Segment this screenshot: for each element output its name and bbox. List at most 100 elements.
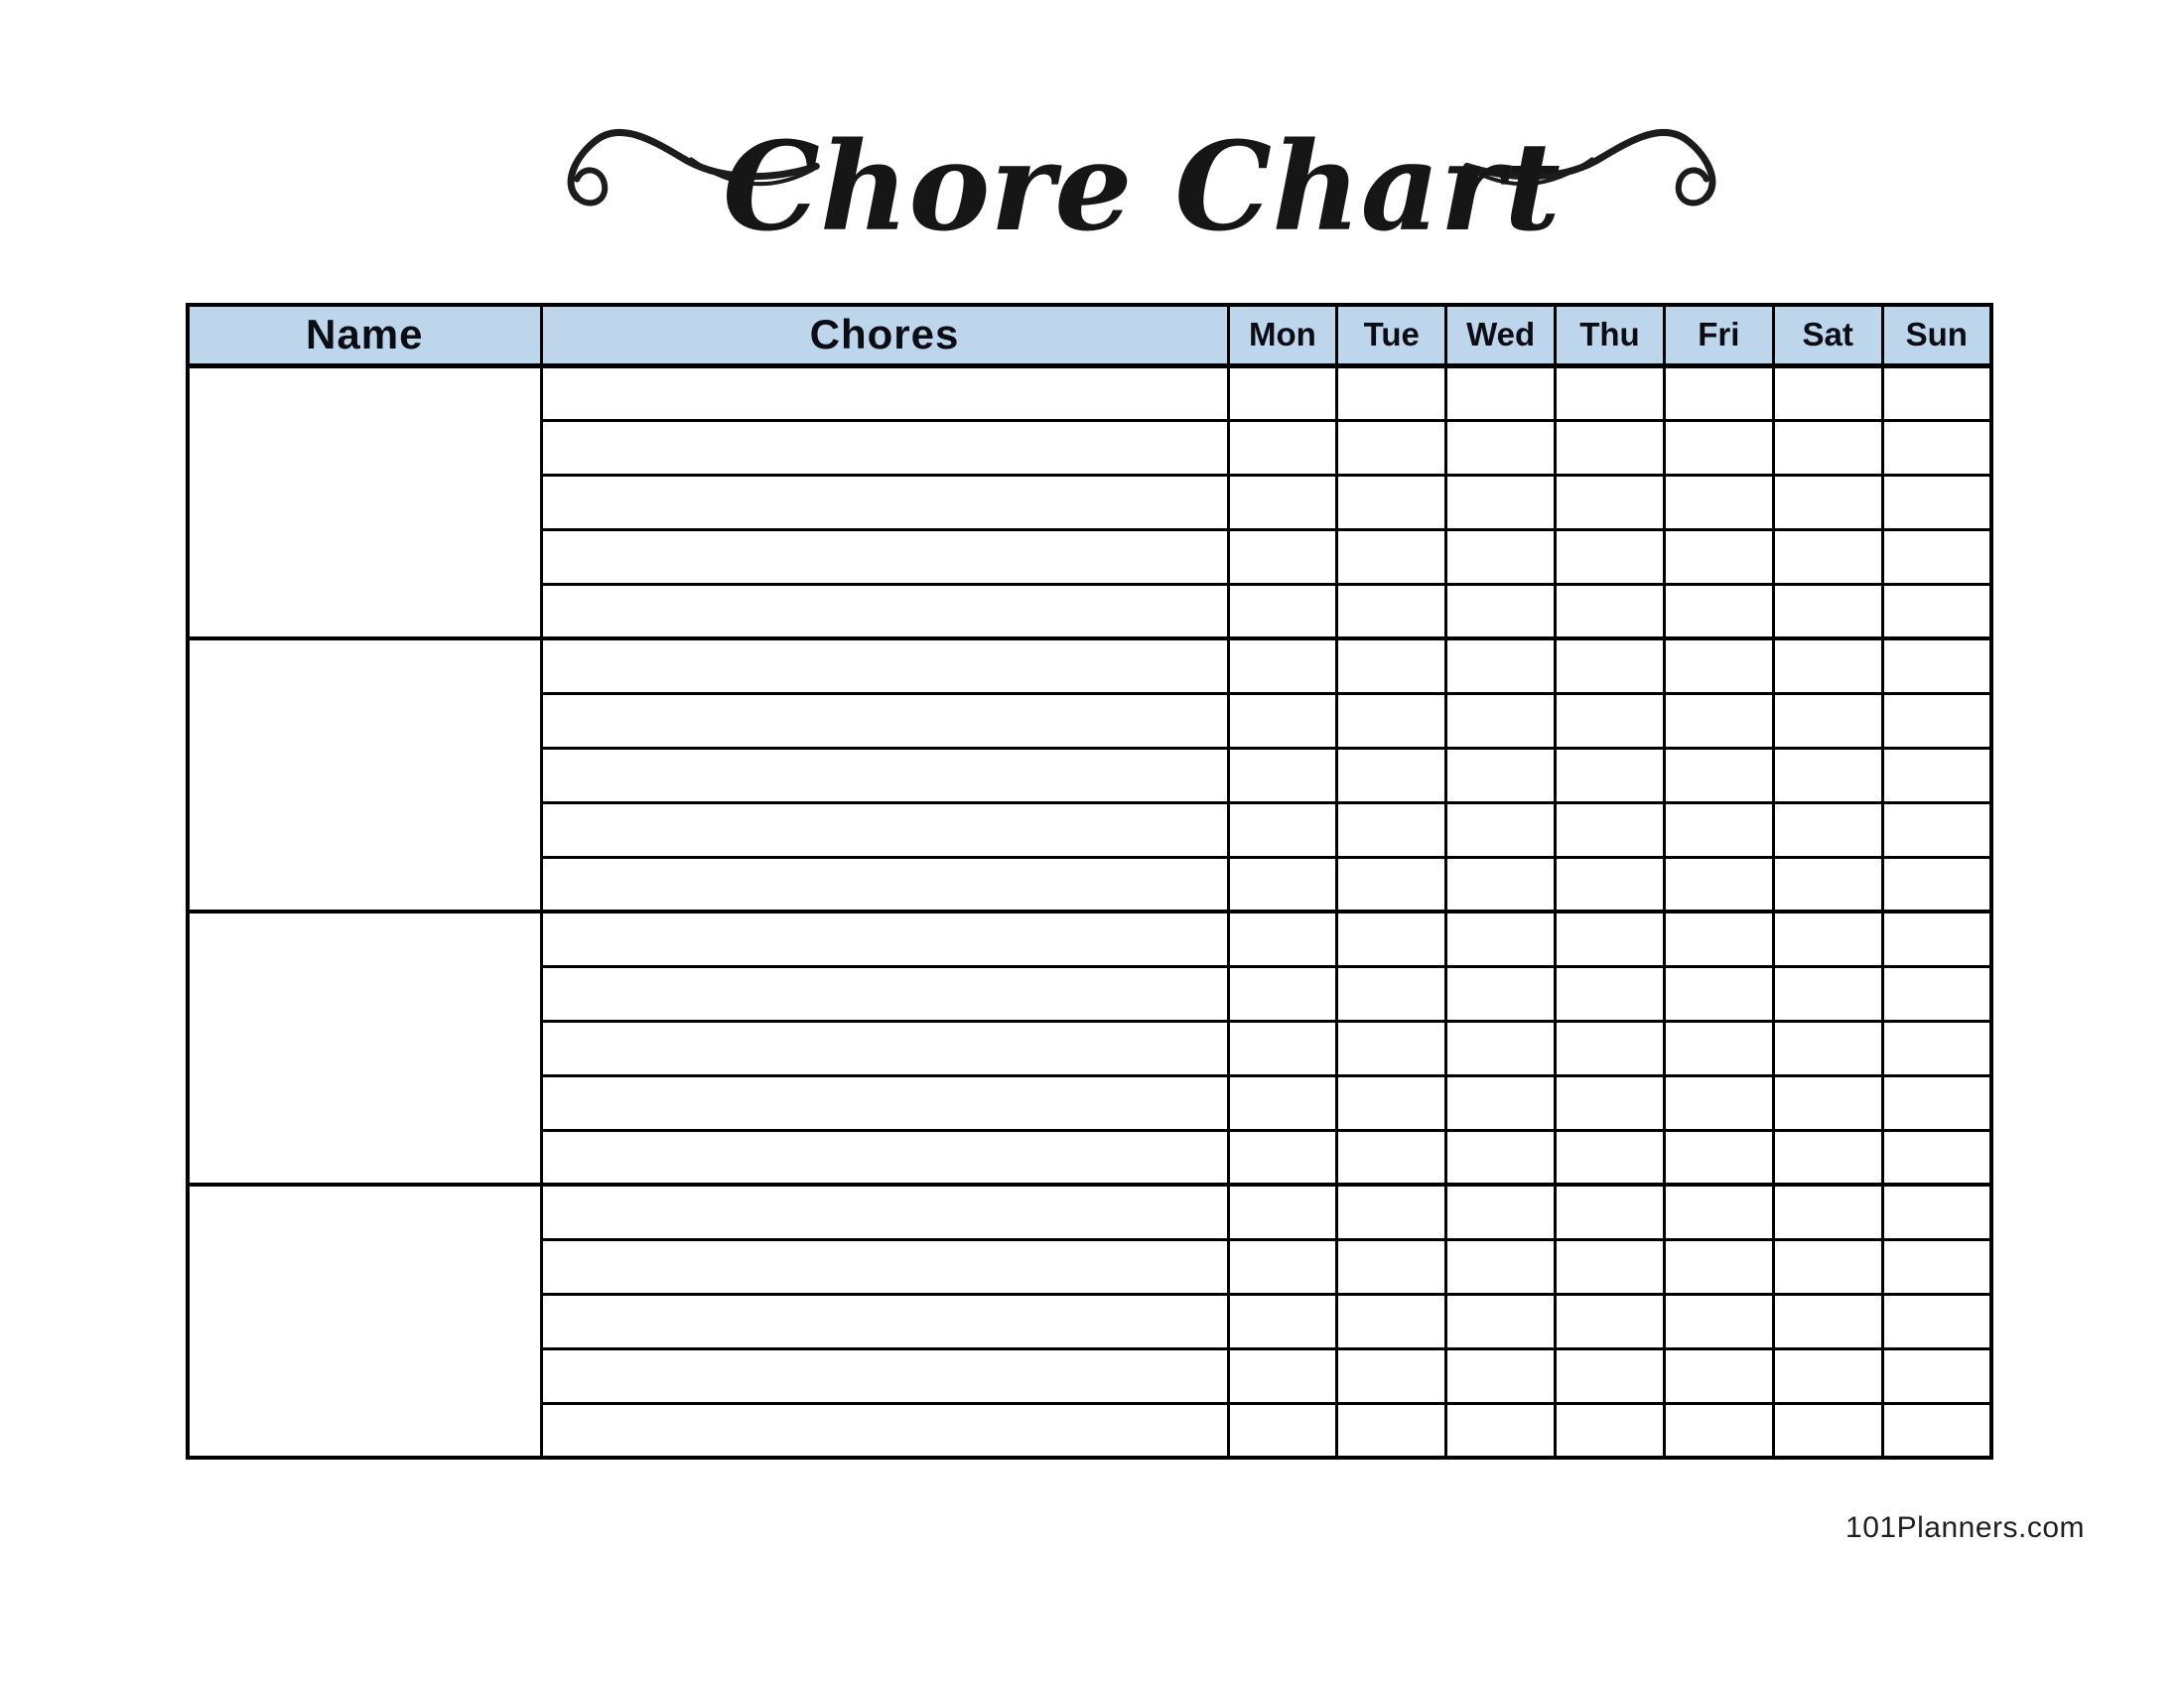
check-cell-s2-r5-wed bbox=[1444, 855, 1558, 914]
check-cell-s2-r3-fri bbox=[1662, 746, 1775, 804]
check-cell-s2-r5-sat bbox=[1771, 855, 1884, 914]
chore-cell-s1-r5 bbox=[539, 582, 1230, 640]
footer-website: 101Planners.com bbox=[1845, 1511, 2085, 1544]
chore-row-s3-r4 bbox=[188, 1073, 1993, 1132]
check-cell-s3-r1-tue bbox=[1335, 910, 1448, 968]
check-cell-s3-r4-tue bbox=[1335, 1073, 1448, 1132]
check-cell-s4-r5-sun bbox=[1880, 1401, 1993, 1460]
chore-cell-s2-r1 bbox=[539, 636, 1230, 695]
check-cell-s4-r2-mon bbox=[1226, 1237, 1339, 1296]
check-cell-s4-r5-wed bbox=[1444, 1401, 1558, 1460]
check-cell-s4-r2-fri bbox=[1662, 1237, 1775, 1296]
check-cell-s1-r1-mon bbox=[1226, 363, 1339, 422]
chore-row-s4-r2 bbox=[188, 1237, 1993, 1296]
check-cell-s3-r4-thu bbox=[1554, 1073, 1666, 1132]
check-cell-s3-r2-sun bbox=[1880, 964, 1993, 1023]
chore-row-s1-r5 bbox=[188, 582, 1993, 640]
check-cell-s4-r3-sun bbox=[1880, 1292, 1993, 1350]
check-cell-s2-r2-tue bbox=[1335, 691, 1448, 750]
check-cell-s1-r4-fri bbox=[1662, 527, 1775, 586]
check-cell-s1-r3-wed bbox=[1444, 473, 1558, 531]
day-header-fri: Fri bbox=[1662, 303, 1775, 368]
check-cell-s1-r5-sat bbox=[1771, 582, 1884, 640]
chore-row-s1-r3 bbox=[188, 473, 1993, 531]
check-cell-s2-r2-sun bbox=[1880, 691, 1993, 750]
chore-cell-s3-r3 bbox=[539, 1019, 1230, 1077]
check-cell-s1-r2-sat bbox=[1771, 418, 1884, 477]
chore-row-s3-r2 bbox=[188, 964, 1993, 1023]
title-calligraphy: Chore Chart bbox=[567, 115, 1716, 259]
check-cell-s2-r4-sun bbox=[1880, 800, 1993, 859]
check-cell-s1-r2-wed bbox=[1444, 418, 1558, 477]
check-cell-s3-r4-wed bbox=[1444, 1073, 1558, 1132]
chore-cell-s4-r2 bbox=[539, 1237, 1230, 1296]
name-column-header: Name bbox=[186, 303, 543, 368]
check-cell-s4-r4-wed bbox=[1444, 1346, 1558, 1405]
check-cell-s4-r4-fri bbox=[1662, 1346, 1775, 1405]
check-cell-s4-r4-sat bbox=[1771, 1346, 1884, 1405]
check-cell-s3-r3-thu bbox=[1554, 1019, 1666, 1077]
check-cell-s4-r3-wed bbox=[1444, 1292, 1558, 1350]
check-cell-s2-r1-sun bbox=[1880, 636, 1993, 695]
check-cell-s4-r3-tue bbox=[1335, 1292, 1448, 1350]
name-cell-section-4 bbox=[186, 1183, 543, 1460]
check-cell-s3-r2-tue bbox=[1335, 964, 1448, 1023]
day-header-sat: Sat bbox=[1771, 303, 1884, 368]
check-cell-s1-r4-sun bbox=[1880, 527, 1993, 586]
chore-cell-s3-r1 bbox=[539, 910, 1230, 968]
check-cell-s2-r3-wed bbox=[1444, 746, 1558, 804]
check-cell-s4-r5-thu bbox=[1554, 1401, 1666, 1460]
chore-row-s1-r1 bbox=[186, 363, 1993, 640]
check-cell-s1-r4-thu bbox=[1554, 527, 1666, 586]
check-cell-s2-r3-mon bbox=[1226, 746, 1339, 804]
chore-cell-s2-r3 bbox=[539, 746, 1230, 804]
check-cell-s4-r4-thu bbox=[1554, 1346, 1666, 1405]
check-cell-s1-r1-sat bbox=[1771, 363, 1884, 422]
title-text: Chore Chart bbox=[723, 115, 1561, 259]
check-cell-s2-r5-fri bbox=[1662, 855, 1775, 914]
check-cell-s4-r3-thu bbox=[1554, 1292, 1666, 1350]
chore-row-s4-r5 bbox=[188, 1401, 1993, 1460]
check-cell-s4-r5-tue bbox=[1335, 1401, 1448, 1460]
check-cell-s3-r3-fri bbox=[1662, 1019, 1775, 1077]
check-cell-s1-r3-tue bbox=[1335, 473, 1448, 531]
check-cell-s1-r3-fri bbox=[1662, 473, 1775, 531]
check-cell-s2-r2-mon bbox=[1226, 691, 1339, 750]
check-cell-s1-r4-tue bbox=[1335, 527, 1448, 586]
chore-cell-s4-r4 bbox=[539, 1346, 1230, 1405]
check-cell-s4-r4-sun bbox=[1880, 1346, 1993, 1405]
check-cell-s1-r1-thu bbox=[1554, 363, 1666, 422]
check-cell-s1-r4-mon bbox=[1226, 527, 1339, 586]
check-cell-s2-r3-sat bbox=[1771, 746, 1884, 804]
check-cell-s3-r5-tue bbox=[1335, 1128, 1448, 1187]
check-cell-s3-r2-wed bbox=[1444, 964, 1558, 1023]
check-cell-s1-r2-fri bbox=[1662, 418, 1775, 477]
check-cell-s2-r5-tue bbox=[1335, 855, 1448, 914]
check-cell-s1-r5-mon bbox=[1226, 582, 1339, 640]
check-cell-s1-r2-sun bbox=[1880, 418, 1993, 477]
check-cell-s4-r3-mon bbox=[1226, 1292, 1339, 1350]
chore-row-s3-r3 bbox=[188, 1019, 1993, 1077]
check-cell-s3-r5-mon bbox=[1226, 1128, 1339, 1187]
check-cell-s3-r1-fri bbox=[1662, 910, 1775, 968]
day-header-mon: Mon bbox=[1226, 303, 1339, 368]
check-cell-s2-r1-fri bbox=[1662, 636, 1775, 695]
check-cell-s4-r3-sat bbox=[1771, 1292, 1884, 1350]
check-cell-s2-r3-thu bbox=[1554, 746, 1666, 804]
name-cell-section-3 bbox=[186, 910, 543, 1187]
check-cell-s3-r1-wed bbox=[1444, 910, 1558, 968]
chore-cell-s3-r2 bbox=[539, 964, 1230, 1023]
chore-cell-s2-r5 bbox=[539, 855, 1230, 914]
check-cell-s2-r1-sat bbox=[1771, 636, 1884, 695]
check-cell-s4-r4-mon bbox=[1226, 1346, 1339, 1405]
check-cell-s3-r1-thu bbox=[1554, 910, 1666, 968]
check-cell-s3-r3-sat bbox=[1771, 1019, 1884, 1077]
chore-cell-s4-r3 bbox=[539, 1292, 1230, 1350]
check-cell-s2-r4-wed bbox=[1444, 800, 1558, 859]
check-cell-s3-r4-mon bbox=[1226, 1073, 1339, 1132]
chore-row-s4-r4 bbox=[188, 1346, 1993, 1405]
chore-cell-s4-r1 bbox=[539, 1183, 1230, 1241]
chore-table-header: Name Chores Mon Tue Wed Thu Fri Sat Sun bbox=[186, 303, 1993, 368]
check-cell-s4-r1-sat bbox=[1771, 1183, 1884, 1241]
chore-cell-s1-r3 bbox=[539, 473, 1230, 531]
